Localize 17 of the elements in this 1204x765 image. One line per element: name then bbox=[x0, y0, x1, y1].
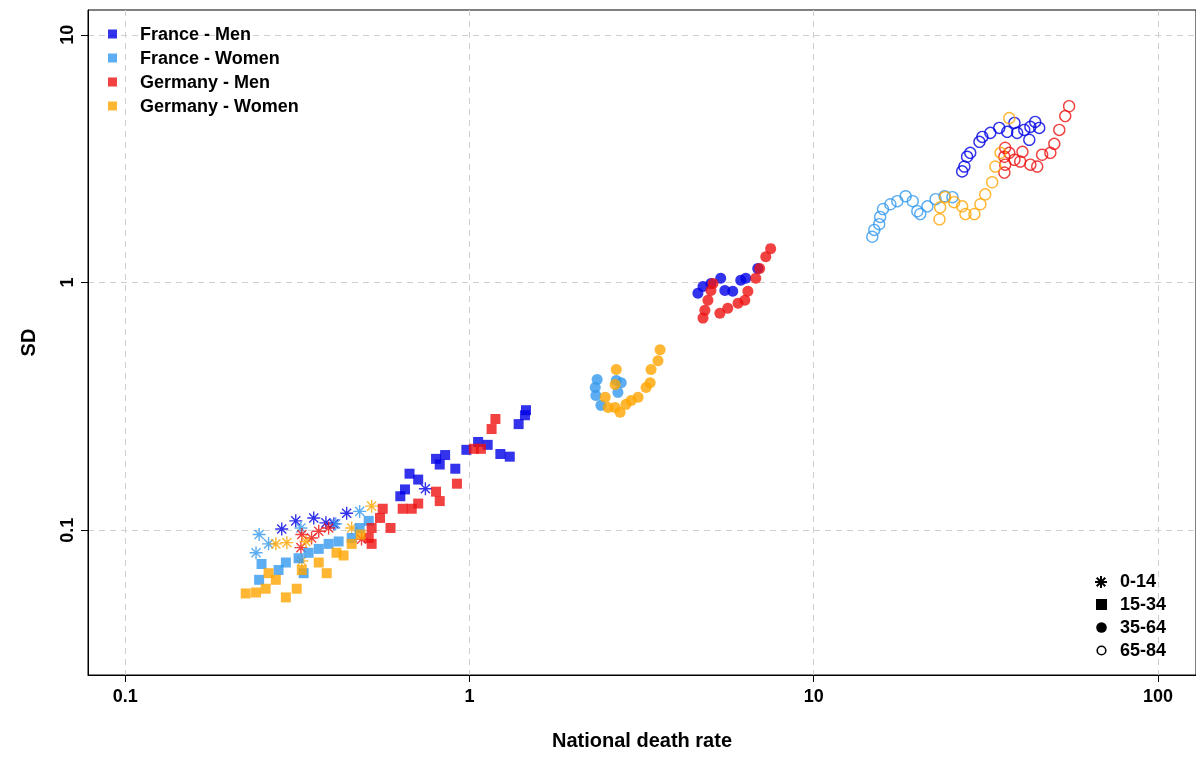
y-tick-label: 1 bbox=[57, 277, 77, 288]
annotation: 65-84 bbox=[1120, 640, 1167, 661]
x-tick-label: 1 bbox=[464, 686, 475, 706]
annotation: 0-14 bbox=[1120, 571, 1157, 592]
legend-label: Germany - Women bbox=[140, 96, 299, 116]
legend-label: Germany - Men bbox=[140, 72, 271, 92]
annotation: 35-64 bbox=[1120, 617, 1167, 638]
y-tick-label: 0.1 bbox=[57, 517, 77, 543]
y-tick-label: 10 bbox=[57, 24, 77, 45]
legend-label: France - Women bbox=[140, 48, 280, 68]
x-tick-label: 100 bbox=[1142, 686, 1173, 706]
x-axis-title: National death rate bbox=[551, 729, 733, 751]
annotation: 15-34 bbox=[1120, 594, 1167, 615]
legend-label: France - Men bbox=[140, 24, 252, 44]
x-tick-label: 10 bbox=[803, 686, 824, 706]
y-axis-title: SD bbox=[17, 328, 39, 357]
x-tick-label: 0.1 bbox=[112, 686, 138, 706]
